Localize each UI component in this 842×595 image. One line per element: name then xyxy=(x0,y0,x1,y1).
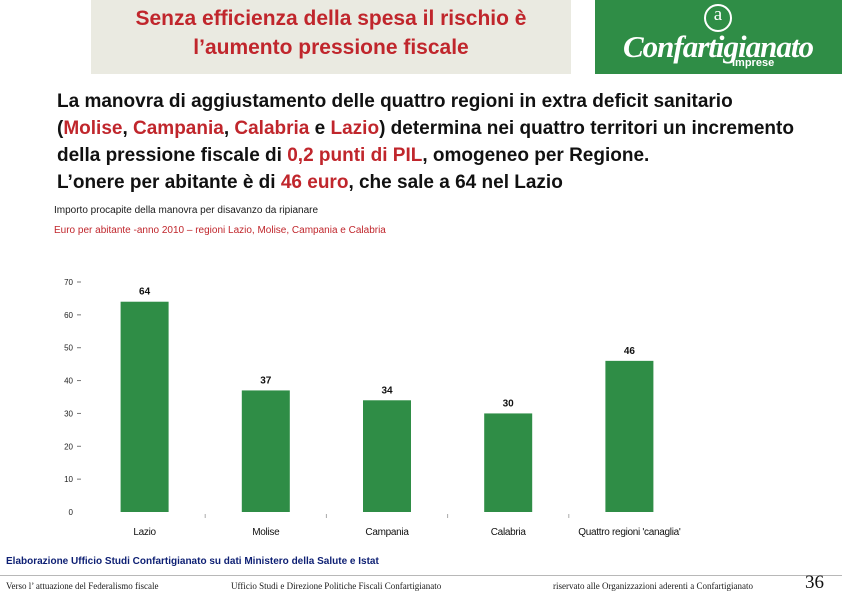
bar xyxy=(605,360,654,512)
y-tick-label: 0 xyxy=(69,508,74,517)
footer-divider xyxy=(0,575,842,576)
y-tick-label: 50 xyxy=(64,344,73,353)
bar xyxy=(484,413,533,512)
footer-left: Verso l’ attuazione del Federalismo fisc… xyxy=(6,581,159,591)
data-label: 64 xyxy=(139,287,151,298)
y-tick-label: 70 xyxy=(64,278,73,287)
data-label: 37 xyxy=(260,375,272,386)
page-number: 36 xyxy=(805,572,824,593)
y-tick-label: 10 xyxy=(64,475,73,484)
body-text: La manovra di aggiustamento delle quattr… xyxy=(57,91,794,193)
footer-right: riservato alle Organizzazioni aderenti a… xyxy=(553,581,753,591)
x-tick-label: Calabria xyxy=(491,527,527,538)
bar xyxy=(120,301,169,512)
y-tick-label: 40 xyxy=(64,377,73,386)
hl-calabria: Calabria xyxy=(234,118,310,139)
hl-campania: Campania xyxy=(133,118,224,139)
title-box xyxy=(91,0,571,74)
title-line-2: l’aumento pressione fiscale xyxy=(193,36,469,59)
slide-title: Senza efficienza della spesa il rischio … xyxy=(91,4,571,62)
y-tick-label: 60 xyxy=(64,311,73,320)
x-tick-label: Quattro regioni 'canaglia' xyxy=(578,527,681,538)
hl-pil: 0,2 punti di PIL xyxy=(287,145,423,166)
hl-molise: Molise xyxy=(63,118,123,139)
y-tick-label: 20 xyxy=(64,442,73,451)
y-tick-label: 30 xyxy=(64,409,73,418)
chart-subtitle: Euro per abitante -anno 2010 – regioni L… xyxy=(54,225,386,236)
title-line-1: Senza efficienza della spesa il rischio … xyxy=(135,7,527,30)
footer-center: Ufficio Studi e Direzione Politiche Fisc… xyxy=(231,581,442,591)
hl-46-euro: 46 euro xyxy=(280,172,349,193)
x-tick-label: Campania xyxy=(365,527,409,538)
source-note: Elaborazione Ufficio Studi Confartigiana… xyxy=(6,556,379,567)
data-label: 46 xyxy=(624,346,636,357)
x-tick-label: Lazio xyxy=(133,527,156,538)
logo-subtitle: Imprese xyxy=(732,57,775,69)
data-label: 34 xyxy=(381,385,393,396)
logo-wordmark: Confartigianato xyxy=(623,29,814,64)
hl-lazio: Lazio xyxy=(330,118,380,139)
x-tick-label: Molise xyxy=(252,527,280,538)
bar xyxy=(241,390,290,512)
chart-title: Importo procapite della manovra per disa… xyxy=(54,205,319,216)
data-label: 30 xyxy=(503,398,515,409)
logo-mark-icon: a xyxy=(704,4,732,32)
bar xyxy=(363,400,411,512)
